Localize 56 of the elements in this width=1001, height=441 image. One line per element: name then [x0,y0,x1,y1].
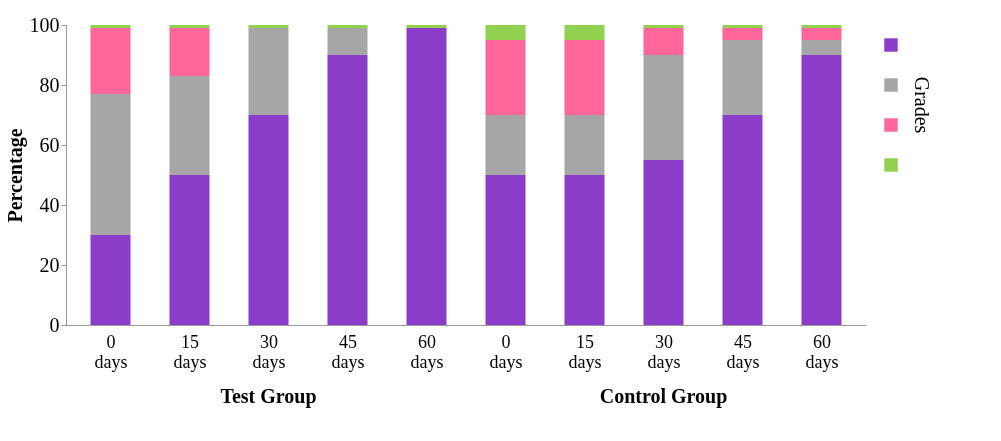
legend-title: Grades [911,76,933,134]
y-tick-label: 60 [39,133,60,156]
x-tick-label: 30 days [647,331,681,372]
bar [722,25,763,28]
bar [801,40,842,55]
bar [643,28,684,55]
y-tick-label: 20 [39,253,60,276]
bar [564,40,605,115]
bar [327,25,368,28]
y-tick-label: 0 [49,313,60,336]
bar [90,94,131,235]
x-tick-label: 45 days [331,331,365,372]
bar [564,115,605,175]
x-tick-label: 30 days [252,331,286,372]
x-tick-label: 15 days [568,331,602,372]
bar [722,40,763,115]
x-tick-label: 45 days [726,331,760,372]
bar [485,115,526,175]
bar [406,28,447,325]
bar [564,175,605,325]
bar [643,160,684,325]
x-tick-label: 60 days [805,331,839,372]
bar [248,25,289,28]
bar [485,40,526,115]
text: Test Group [220,385,317,408]
y-tick-label: 80 [39,73,60,96]
bar [169,175,210,325]
bar [564,25,605,40]
bar [643,55,684,160]
bar [406,25,447,28]
bar [485,175,526,325]
x-tick-label: 0 days [94,331,128,372]
bar [801,25,842,28]
x-tick-label: 0 days [489,331,523,372]
bar [722,115,763,325]
bar [801,28,842,40]
y-axis-title: Percentage [3,128,27,223]
bar [485,25,526,40]
bar [90,235,131,325]
text: Control Group [599,385,728,408]
bar [327,28,368,55]
x-tick-label: 60 days [410,331,444,372]
bar [248,28,289,115]
x-tick-label: 15 days [173,331,207,372]
bar [169,76,210,175]
bar [327,55,368,325]
bar [643,25,684,28]
bar [248,115,289,325]
bar [722,28,763,40]
y-tick-label: 100 [29,13,60,36]
bar [169,25,210,28]
bar [801,55,842,325]
bar [90,25,131,28]
y-tick-label: 40 [39,193,60,216]
bar [90,28,131,94]
bar [169,28,210,76]
